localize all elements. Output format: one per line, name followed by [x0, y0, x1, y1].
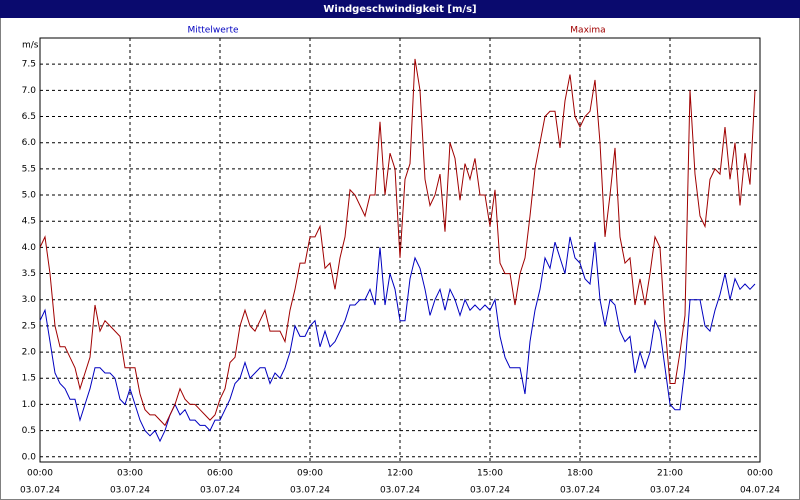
- x-tick-date: 03.07.24: [20, 486, 60, 496]
- x-tick-date: 03.07.24: [470, 486, 510, 496]
- y-tick-label: 3.0: [22, 295, 37, 305]
- y-tick-label: 5.0: [22, 191, 37, 201]
- y-tick-label: 6.5: [22, 112, 36, 122]
- title-bar: [0, 0, 800, 18]
- series-line: [39, 58, 756, 427]
- x-tick-label: 15:00: [477, 469, 503, 479]
- x-tick-label: 18:00: [567, 469, 593, 479]
- y-tick-label: 2.5: [22, 321, 36, 331]
- y-tick-label: 3.5: [22, 269, 36, 279]
- x-tick-date: 03.07.24: [290, 486, 330, 496]
- y-tick-label: 4.0: [22, 243, 37, 253]
- y-tick-label: 7.5: [22, 60, 36, 70]
- x-tick-label: 00:00: [747, 469, 773, 479]
- y-tick-label: 1.0: [22, 400, 37, 410]
- y-tick-label: 2.0: [22, 348, 37, 358]
- x-tick-label: 06:00: [207, 469, 233, 479]
- y-tick-label: 1.5: [22, 374, 36, 384]
- chart-title: Windgeschwindigkeit [m/s]: [323, 4, 476, 15]
- x-tick-date: 03.07.24: [380, 486, 420, 496]
- legend-label: Maxima: [570, 26, 605, 36]
- y-tick-label: 0.5: [22, 426, 36, 436]
- x-tick-label: 00:00: [27, 469, 53, 479]
- y-tick-label: 7.0: [22, 86, 37, 96]
- y-tick-label: 6.0: [22, 138, 37, 148]
- x-tick-date: 03.07.24: [110, 486, 150, 496]
- x-tick-label: 12:00: [387, 469, 413, 479]
- y-unit: m/s: [22, 41, 39, 51]
- y-tick-label: 0.0: [22, 452, 37, 462]
- legend-label: Mittelwerte: [187, 26, 238, 36]
- x-tick-label: 03:00: [117, 469, 143, 479]
- x-tick-date: 03.07.24: [560, 486, 600, 496]
- y-tick-label: 5.5: [22, 164, 36, 174]
- y-tick-label: 4.5: [22, 217, 36, 227]
- series-line: [39, 236, 756, 443]
- x-tick-date: 03.07.24: [200, 486, 240, 496]
- x-tick-date: 04.07.24: [740, 486, 780, 496]
- x-tick-label: 09:00: [297, 469, 323, 479]
- x-tick-date: 03.07.24: [650, 486, 690, 496]
- x-tick-label: 21:00: [657, 469, 683, 479]
